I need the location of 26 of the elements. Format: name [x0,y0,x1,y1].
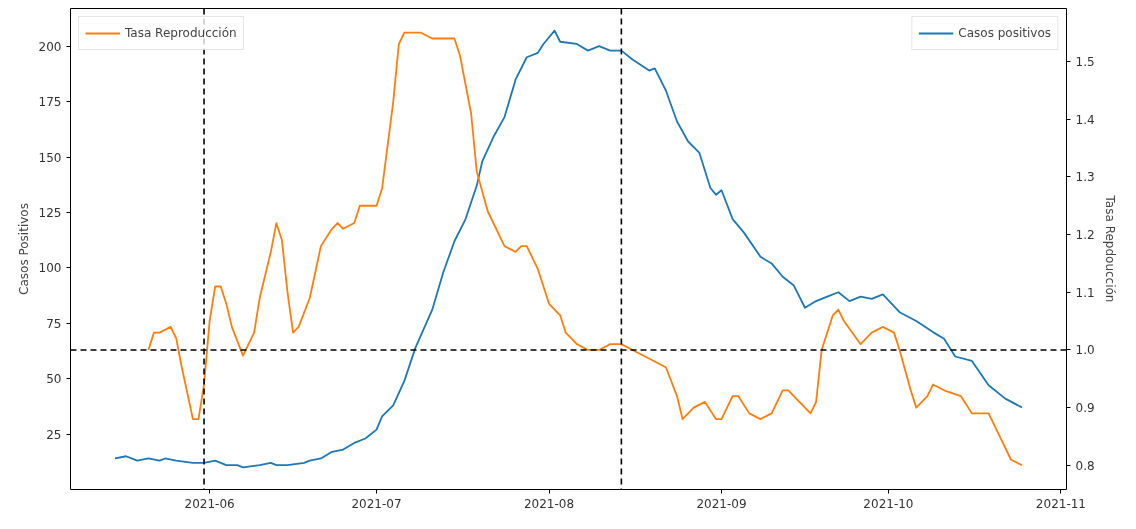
y-tick-label: 75 [46,316,62,331]
y-tick-label: 50 [46,372,62,387]
y2-tick-label: 1.2 [1075,228,1095,243]
y2-tick-label: 1.1 [1075,285,1095,300]
x-tick-label: 2021-09 [696,496,747,511]
y-tick-label: 175 [38,95,62,110]
y-tick-label: 150 [38,150,62,165]
y2-tick-label: 0.9 [1075,401,1095,416]
y2-tick-label: 1.5 [1075,55,1095,70]
x-tick-label: 2021-11 [1035,496,1087,511]
x-tick-label: 2021-06 [184,496,235,511]
y2-tick-label: 1.4 [1075,112,1095,127]
y-tick-label: 25 [46,427,62,442]
y2-tick-label: 1.3 [1075,170,1095,185]
legend-label: Tasa Reproducción [125,26,237,40]
y2-tick-label: 0.8 [1075,458,1095,473]
y-axis-title: Casos Positivos [16,203,31,295]
y2-tick-label: 1.0 [1075,343,1095,358]
y-tick-label: 200 [38,39,62,54]
y-tick-label: 125 [38,205,62,220]
y-tick-label: 100 [38,261,62,276]
legend-label: Casos positivos [958,26,1051,40]
x-tick-label: 2021-08 [523,496,575,511]
x-tick-label: 2021-10 [863,496,914,511]
x-tick-label: 2021-07 [351,496,402,511]
y2-axis-title: Tasa Repdoucción [1102,194,1117,303]
